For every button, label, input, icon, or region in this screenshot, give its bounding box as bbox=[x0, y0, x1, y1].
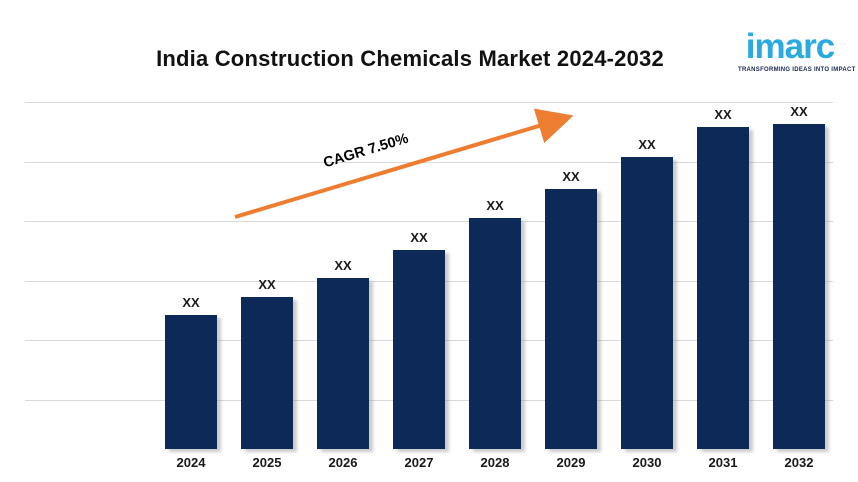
x-tick-label: 2030 bbox=[632, 455, 662, 470]
bar-group: XX bbox=[165, 295, 217, 449]
bar-group: XX bbox=[773, 104, 825, 449]
bar-value-label: XX bbox=[562, 169, 580, 184]
bar-value-label: XX bbox=[638, 137, 656, 152]
bar bbox=[469, 218, 521, 449]
x-tick-label: 2025 bbox=[252, 455, 282, 470]
x-tick-label: 2032 bbox=[784, 455, 814, 470]
brand-name: imarc bbox=[745, 27, 835, 66]
bar-value-label: XX bbox=[486, 198, 504, 213]
bar-value-label: XX bbox=[790, 104, 808, 119]
brand-logo: imarc TRANSFORMING IDEAS INTO IMPACT bbox=[738, 27, 856, 74]
x-tick-label: 2026 bbox=[328, 455, 358, 470]
bar-group: XX bbox=[317, 258, 369, 449]
x-tick-label: 2028 bbox=[480, 455, 510, 470]
bar bbox=[697, 127, 749, 449]
bar-value-label: XX bbox=[258, 277, 276, 292]
page-title: India Construction Chemicals Market 2024… bbox=[156, 46, 664, 71]
plot-area: XX 2024 XX 2025 XX 2026 XX 2027 XX 2028 XX 2029 XX 20… bbox=[25, 102, 833, 470]
bar bbox=[241, 297, 293, 449]
bar bbox=[393, 250, 445, 449]
bar bbox=[773, 124, 825, 449]
gridline bbox=[25, 102, 833, 103]
bar bbox=[545, 189, 597, 449]
bar-value-label: XX bbox=[714, 107, 732, 122]
gridline bbox=[25, 221, 833, 222]
bar-value-label: XX bbox=[182, 295, 200, 310]
bar-value-label: XX bbox=[410, 230, 428, 245]
x-tick-label: 2024 bbox=[176, 455, 206, 470]
x-tick-label: 2031 bbox=[708, 455, 738, 470]
bar-group: XX bbox=[697, 107, 749, 449]
bar-group: XX bbox=[393, 230, 445, 449]
bar-group: XX bbox=[469, 198, 521, 449]
bar-value-label: XX bbox=[334, 258, 352, 273]
bar bbox=[317, 278, 369, 449]
brand-tagline: TRANSFORMING IDEAS INTO IMPACT bbox=[738, 67, 856, 73]
bar-group: XX bbox=[545, 169, 597, 449]
bar bbox=[621, 157, 673, 449]
x-tick-label: 2029 bbox=[556, 455, 586, 470]
bar bbox=[165, 315, 217, 449]
x-tick-label: 2027 bbox=[404, 455, 434, 470]
bar-group: XX bbox=[621, 137, 673, 449]
bar-group: XX bbox=[241, 277, 293, 449]
